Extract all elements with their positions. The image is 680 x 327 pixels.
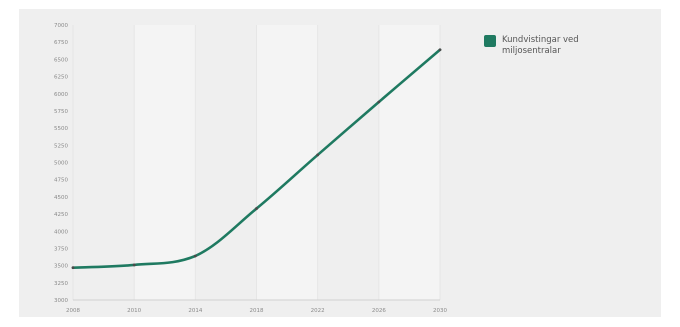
x-tick-label: 2026 <box>372 308 386 314</box>
y-tick-label: 5500 <box>54 126 68 132</box>
y-tick-label: 6750 <box>54 40 68 46</box>
legend-label: Kundvistingar ved miljosentralar <box>502 35 579 56</box>
y-tick-label: 3750 <box>54 246 68 252</box>
y-tick-label: 4500 <box>54 195 68 201</box>
y-tick-label: 5250 <box>54 143 68 149</box>
y-tick-label: 6000 <box>54 92 68 98</box>
y-tick-label: 4250 <box>54 212 68 218</box>
data-point <box>377 100 381 104</box>
grid-band <box>134 25 196 300</box>
x-tick-label: 2008 <box>66 308 80 314</box>
y-tick-label: 3000 <box>54 298 68 304</box>
grid-band <box>378 25 440 300</box>
data-point <box>316 153 320 157</box>
y-tick-label: 4750 <box>54 178 68 184</box>
y-tick-label: 5000 <box>54 161 68 167</box>
data-point <box>132 263 136 267</box>
data-point <box>255 207 258 210</box>
legend[interactable]: Kundvistingar ved miljosentralar <box>484 35 644 57</box>
data-point <box>438 48 442 52</box>
y-tick-label: 5750 <box>54 109 68 115</box>
legend-swatch <box>484 35 496 47</box>
x-tick-label: 2030 <box>433 308 447 314</box>
x-tick-label: 2022 <box>311 308 325 314</box>
y-tick-label: 7000 <box>54 23 68 29</box>
x-tick-label: 2010 <box>127 308 141 314</box>
y-tick-label: 4000 <box>54 229 68 235</box>
y-tick-label: 3250 <box>54 281 68 287</box>
x-tick-label: 2018 <box>250 308 264 314</box>
data-point <box>193 254 197 258</box>
x-tick-label: 2014 <box>188 308 202 314</box>
data-point <box>71 266 75 270</box>
y-tick-label: 6500 <box>54 57 68 63</box>
y-tick-label: 6250 <box>54 75 68 81</box>
y-tick-label: 3500 <box>54 264 68 270</box>
